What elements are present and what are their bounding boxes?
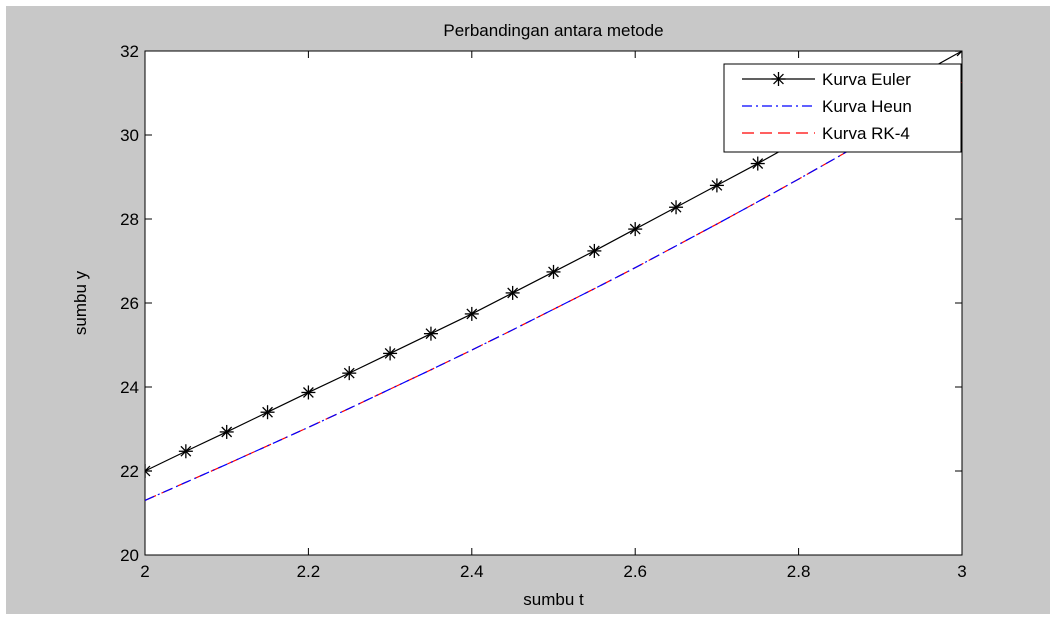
x-tick-label: 3 — [957, 562, 966, 581]
data-point — [219, 424, 234, 439]
marker-stroke — [343, 367, 355, 379]
x-axis-label: sumbu t — [523, 590, 584, 609]
marker-stroke — [145, 470, 151, 477]
data-point — [505, 285, 520, 300]
marker-stroke — [548, 266, 559, 278]
marker-stroke — [588, 245, 600, 257]
marker-stroke — [466, 308, 478, 320]
marker-stroke — [629, 223, 641, 235]
x-tick-label: 2.8 — [787, 562, 811, 581]
y-tick-label: 32 — [120, 42, 139, 61]
data-point — [587, 243, 602, 258]
data-point — [342, 366, 357, 381]
marker-stroke — [773, 73, 784, 85]
data-point — [260, 405, 275, 420]
y-tick-label: 26 — [120, 294, 139, 313]
chart-title: Perbandingan antara metode — [443, 21, 663, 40]
y-tick-label: 22 — [120, 462, 139, 481]
marker-stroke — [752, 158, 764, 169]
x-tick-label: 2.4 — [460, 562, 484, 581]
data-point — [383, 346, 398, 361]
x-tick-label: 2.2 — [297, 562, 321, 581]
data-point — [750, 156, 765, 171]
line-chart: Perbandingan antara metode sumbu t sumbu… — [71, 21, 967, 609]
axis-ticks: 2 2.2 2.4 2.6 2.8 3 20 22 24 26 28 30 32 — [120, 42, 967, 581]
x-tick-label: 2.6 — [623, 562, 647, 581]
y-tick-label: 28 — [120, 210, 139, 229]
data-point — [145, 464, 152, 478]
marker-stroke — [180, 445, 192, 457]
legend-label-kurva-heun: Kurva Heun — [822, 97, 912, 116]
marker-stroke — [670, 201, 682, 213]
marker-stroke — [956, 51, 962, 57]
data-point — [669, 200, 684, 215]
data-point — [709, 178, 724, 193]
data-point — [423, 326, 438, 341]
marker-stroke — [507, 287, 519, 299]
series-line-kurva-heun — [145, 81, 962, 501]
x-tick-label: 2 — [140, 562, 149, 581]
data-point — [178, 444, 193, 459]
data-point — [301, 385, 316, 400]
y-tick-label: 30 — [120, 126, 139, 145]
data-point — [771, 72, 786, 86]
marker-stroke — [711, 179, 723, 191]
legend-label-kurva-euler: Kurva Euler — [822, 70, 911, 89]
y-tick-label: 20 — [120, 546, 139, 565]
marker-stroke — [384, 347, 396, 359]
data-point — [628, 222, 643, 237]
marker-stroke — [145, 465, 151, 472]
marker-stroke — [262, 406, 273, 418]
figure-window: Perbandingan antara metode sumbu t sumbu… — [6, 6, 1050, 614]
data-point — [955, 51, 962, 58]
marker-stroke — [425, 328, 437, 340]
data-point — [464, 306, 479, 321]
marker-stroke — [221, 426, 233, 438]
series-kurva-heun — [145, 81, 962, 501]
y-axis-label: sumbu y — [71, 270, 90, 335]
legend-label-kurva-rk-4: Kurva RK-4 — [822, 124, 910, 143]
y-tick-label: 24 — [120, 378, 139, 397]
data-point — [546, 264, 561, 279]
legend: Kurva Euler Kurva Heun Kurva RK-4 — [723, 63, 962, 153]
marker-stroke — [302, 387, 314, 398]
